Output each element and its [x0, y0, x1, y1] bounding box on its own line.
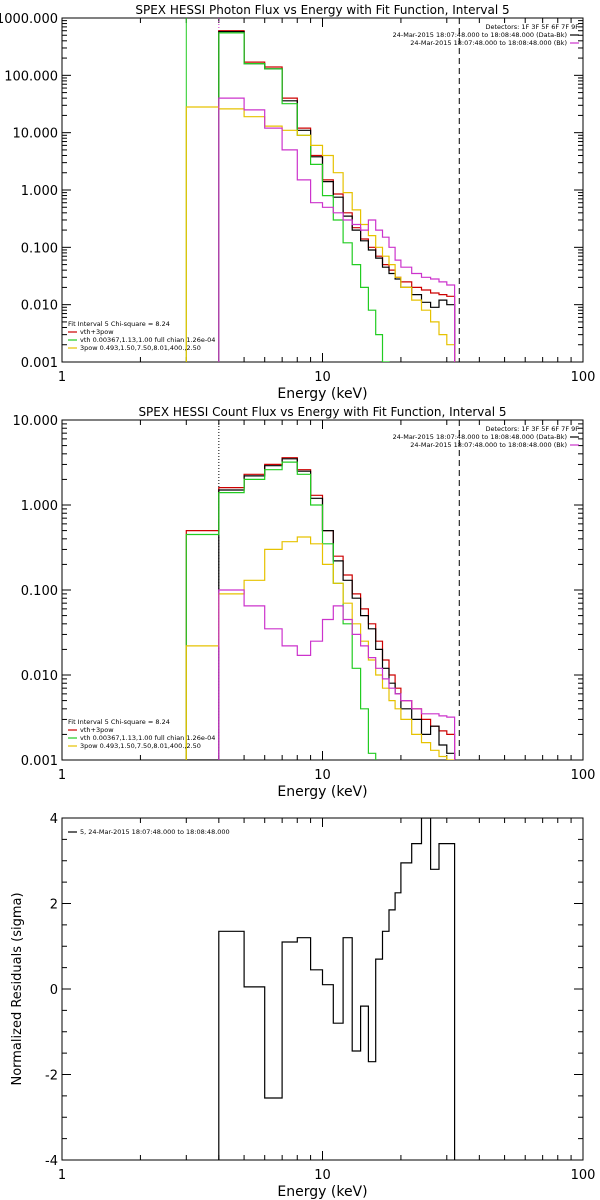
chart-title: SPEX HESSI Photon Flux vs Energy with Fi… — [135, 3, 509, 17]
plot-area — [185, 420, 460, 760]
x-tick-label: 100 — [571, 768, 596, 783]
series-line-bk — [218, 97, 456, 362]
legend-text: 24-Mar-2015 18:07:48.000 to 18:08:48.000… — [410, 441, 567, 449]
y-tick-label: 10.000 — [13, 127, 59, 142]
chart-title: SPEX HESSI Count Flux vs Energy with Fit… — [138, 405, 506, 419]
series-line-data-bk — [186, 458, 456, 760]
y-tick-label: 0 — [50, 983, 58, 998]
x-axis-label: Energy (keV) — [277, 386, 367, 402]
legend-text: 3pow 0.493,1.50,7.50,8.01,400.,2.50 — [80, 344, 201, 352]
x-axis-label: Energy (keV) — [277, 1184, 367, 1200]
legend-text: 24-Mar-2015 18:07:48.000 to 18:08:48.000… — [410, 39, 567, 47]
legend-text: 3pow 0.493,1.50,7.50,8.01,400.,2.50 — [80, 742, 201, 750]
x-tick-label: 1 — [58, 768, 66, 783]
series-line-3pow — [185, 536, 455, 760]
x-tick-label: 10 — [314, 370, 331, 385]
series-line-vth — [185, 32, 456, 362]
series-line-vth — [185, 461, 456, 760]
legend-text: 24-Mar-2015 18:07:48.000 to 18:08:48.000… — [393, 433, 567, 441]
legend-text: Fit Interval 5 Chi-square = 8.24 — [68, 718, 170, 726]
legend-text: Detectors: 1F 3F 5F 6F 7F 9F — [485, 23, 579, 31]
plot-frame — [61, 817, 584, 1161]
series-line-3pow — [185, 106, 456, 362]
legend-text: 5, 24-Mar-2015 18:07:48.000 to 18:08:48.… — [80, 828, 230, 836]
y-tick-label: 1.000 — [21, 184, 58, 199]
y-tick-label: 0.001 — [21, 356, 58, 371]
series-line-vth-3pow — [218, 30, 456, 362]
y-tick-label: 100.000 — [4, 69, 58, 84]
x-tick-label: 10 — [314, 1168, 331, 1183]
y-tick-label: 0.010 — [21, 299, 58, 314]
y-tick-label: 0.100 — [21, 241, 58, 256]
x-tick-label: 100 — [571, 1168, 596, 1183]
series-line-vth-3pow — [185, 457, 456, 760]
plot-area — [185, 18, 460, 362]
plot-area — [218, 818, 456, 1160]
y-tick-label: 1000.000 — [0, 12, 58, 27]
y-tick-label: 0.010 — [21, 669, 58, 684]
y-tick-label: 10.000 — [13, 414, 59, 429]
legend-text: vth+3pow — [80, 328, 114, 336]
x-tick-label: 1 — [58, 370, 66, 385]
x-tick-label: 100 — [571, 370, 596, 385]
x-axis-label: Energy (keV) — [277, 784, 367, 800]
legend-text: 24-Mar-2015 18:07:48.000 to 18:08:48.000… — [393, 31, 567, 39]
y-axis-label: Normalized Residuals (sigma) — [10, 892, 25, 1085]
x-tick-label: 1 — [58, 1168, 66, 1183]
legend-text: Detectors: 1F 3F 5F 6F 7F 9F — [485, 425, 579, 433]
plot-frame — [61, 419, 584, 761]
y-tick-label: 2 — [50, 898, 58, 913]
y-tick-label: 4 — [50, 812, 58, 827]
y-tick-label: 0.001 — [21, 754, 58, 769]
x-tick-label: 10 — [314, 768, 331, 783]
legend-text: vth+3pow — [80, 726, 114, 734]
legend-text: Fit Interval 5 Chi-square = 8.24 — [68, 320, 170, 328]
y-tick-label: 0.100 — [21, 584, 58, 599]
y-tick-label: -4 — [45, 1154, 58, 1169]
series-line-data-bk — [218, 31, 456, 362]
y-tick-label: 1.000 — [21, 499, 58, 514]
chart-panel-1: 1 10 100 0.001 0.010 0.100 1.000 10.000 100.000 1… — [0, 3, 596, 402]
chart-panel-2: 1 10 100 0.001 0.010 0.100 1.000 10.000 SPEX HES… — [13, 405, 596, 800]
y-tick-label: -2 — [45, 1069, 58, 1084]
chart-panel-3: 1 10 100 -4 -2 0 2 4 Energy (keV) Normalized Resi… — [10, 812, 595, 1200]
legend-text: vth 0.00367,1.13,1.00 full chian 1.26e-0… — [80, 336, 215, 344]
series-line-5-24-mar-2015-18-07-48-000-to-18-08-48-000 — [218, 818, 456, 1160]
legend-text: vth 0.00367,1.13,1.00 full chian 1.26e-0… — [80, 734, 215, 742]
series-line-bk — [218, 589, 456, 760]
